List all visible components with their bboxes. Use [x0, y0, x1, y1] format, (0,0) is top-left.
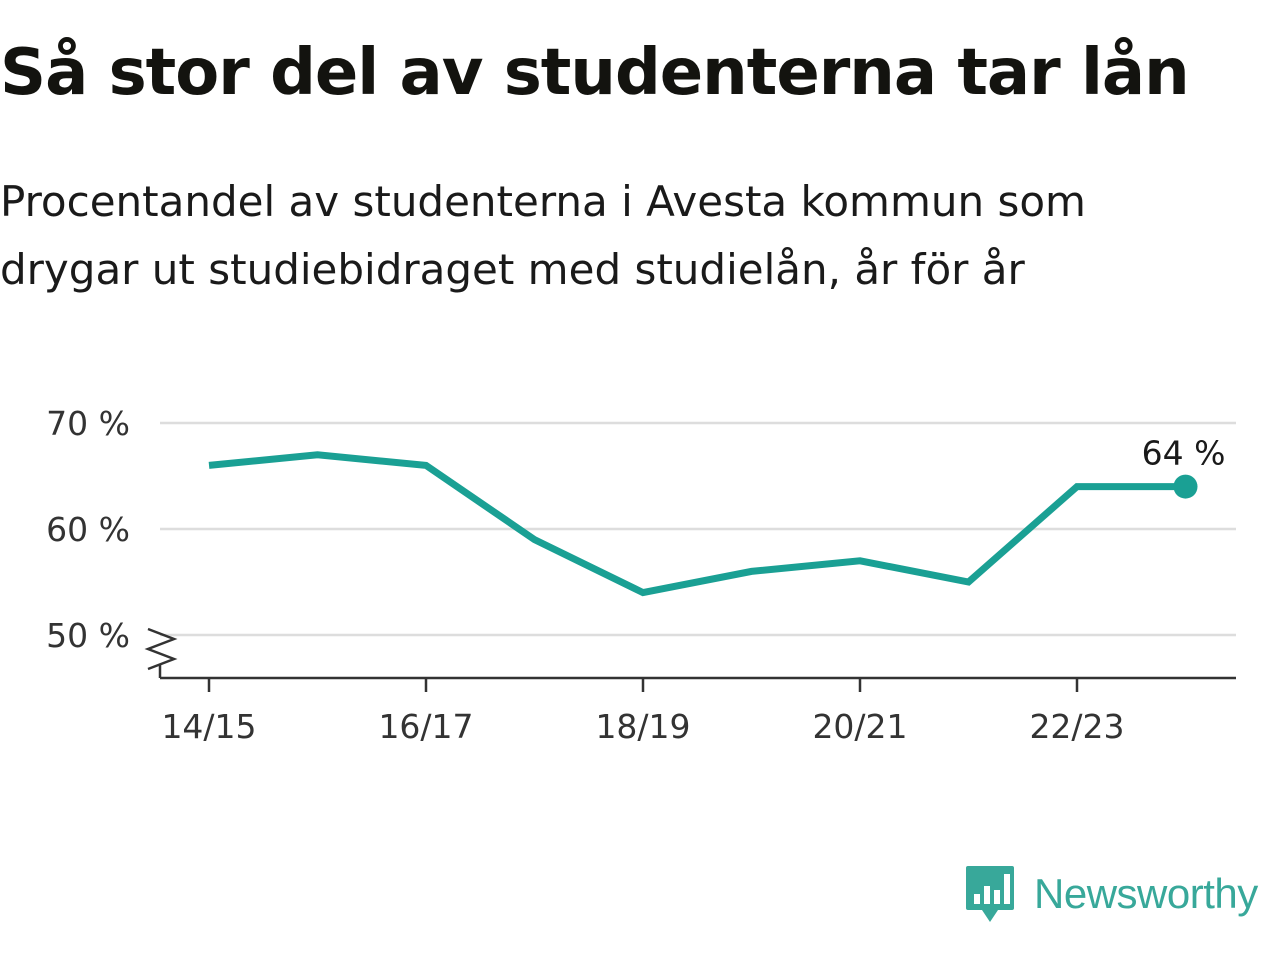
y-tick-label: 60 %: [46, 510, 130, 549]
x-tick-label: 14/15: [161, 707, 256, 746]
chart-title: Så stor del av studenterna tar lån: [0, 36, 1190, 110]
x-tick-label: 22/23: [1029, 707, 1124, 746]
x-tick-label: 20/21: [812, 707, 907, 746]
newsworthy-logo: Newsworthy: [964, 864, 1258, 924]
newsworthy-chart-bubble-icon: [966, 866, 1014, 922]
last-point-marker: [1173, 474, 1198, 499]
chart-subtitle: Procentandel av studenterna i Avesta kom…: [0, 177, 1086, 294]
last-value-label: 64 %: [1142, 434, 1226, 473]
series-line: [208, 451, 1198, 597]
tick-labels: 50 % 60 % 70 % 14/15 16/17 18/19 20/21 22/23: [46, 404, 1124, 746]
axis-break-mark: [144, 627, 178, 671]
y-tick-label: 70 %: [46, 404, 130, 443]
series-line-path: [208, 451, 1186, 597]
x-tick-label: 18/19: [595, 707, 690, 746]
axes: [144, 627, 1236, 692]
y-tick-label: 50 %: [46, 616, 130, 655]
data-labels: 64 %: [1142, 434, 1226, 473]
grid-lines: [160, 421, 1236, 637]
x-tick-label: 16/17: [378, 707, 473, 746]
brand-name: Newsworthy: [1034, 870, 1258, 917]
